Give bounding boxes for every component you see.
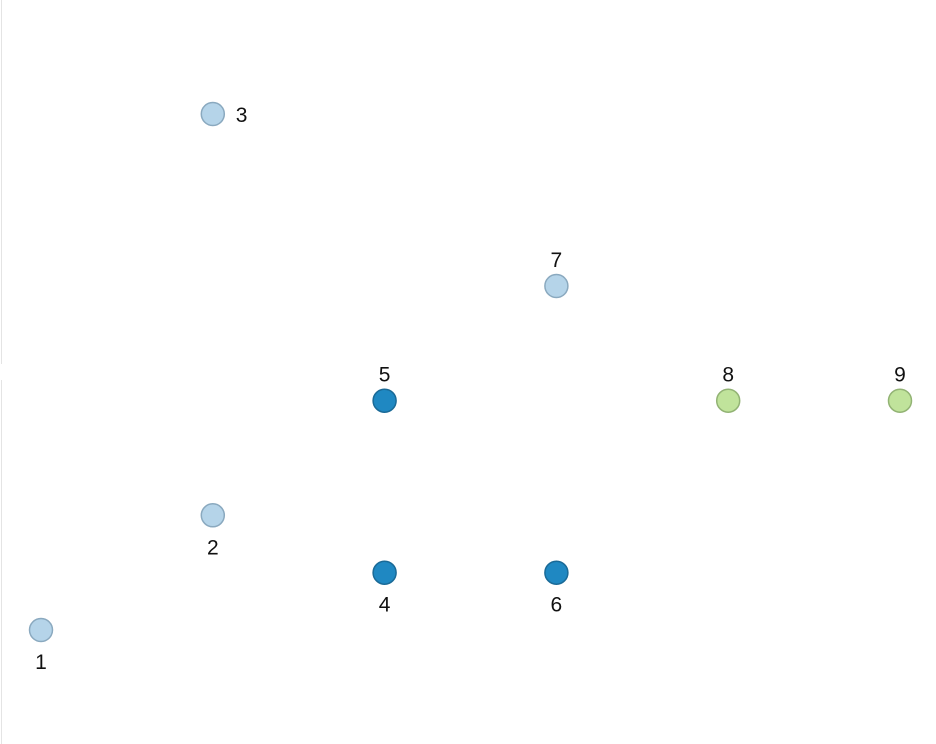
point-label-6: 6 (551, 594, 563, 617)
point-8 (715, 388, 741, 413)
point-4 (372, 560, 397, 585)
point-label-3: 3 (236, 104, 248, 127)
point-2 (200, 503, 226, 528)
point-label-5: 5 (379, 364, 391, 387)
point-label-8: 8 (722, 364, 734, 387)
point-label-1: 1 (35, 651, 47, 674)
point-7 (544, 273, 569, 299)
point-9 (887, 388, 913, 413)
point-3 (200, 101, 226, 127)
point-label-7: 7 (551, 249, 563, 272)
point-label-9: 9 (894, 364, 906, 387)
point-label-2: 2 (207, 536, 219, 559)
points-layer (28, 101, 913, 643)
point-5 (372, 388, 397, 413)
point-label-4: 4 (379, 594, 391, 617)
labels-layer: 1 2 3 4 5 6 7 8 9 (35, 104, 906, 674)
point-6 (544, 560, 569, 585)
point-1 (28, 617, 54, 643)
